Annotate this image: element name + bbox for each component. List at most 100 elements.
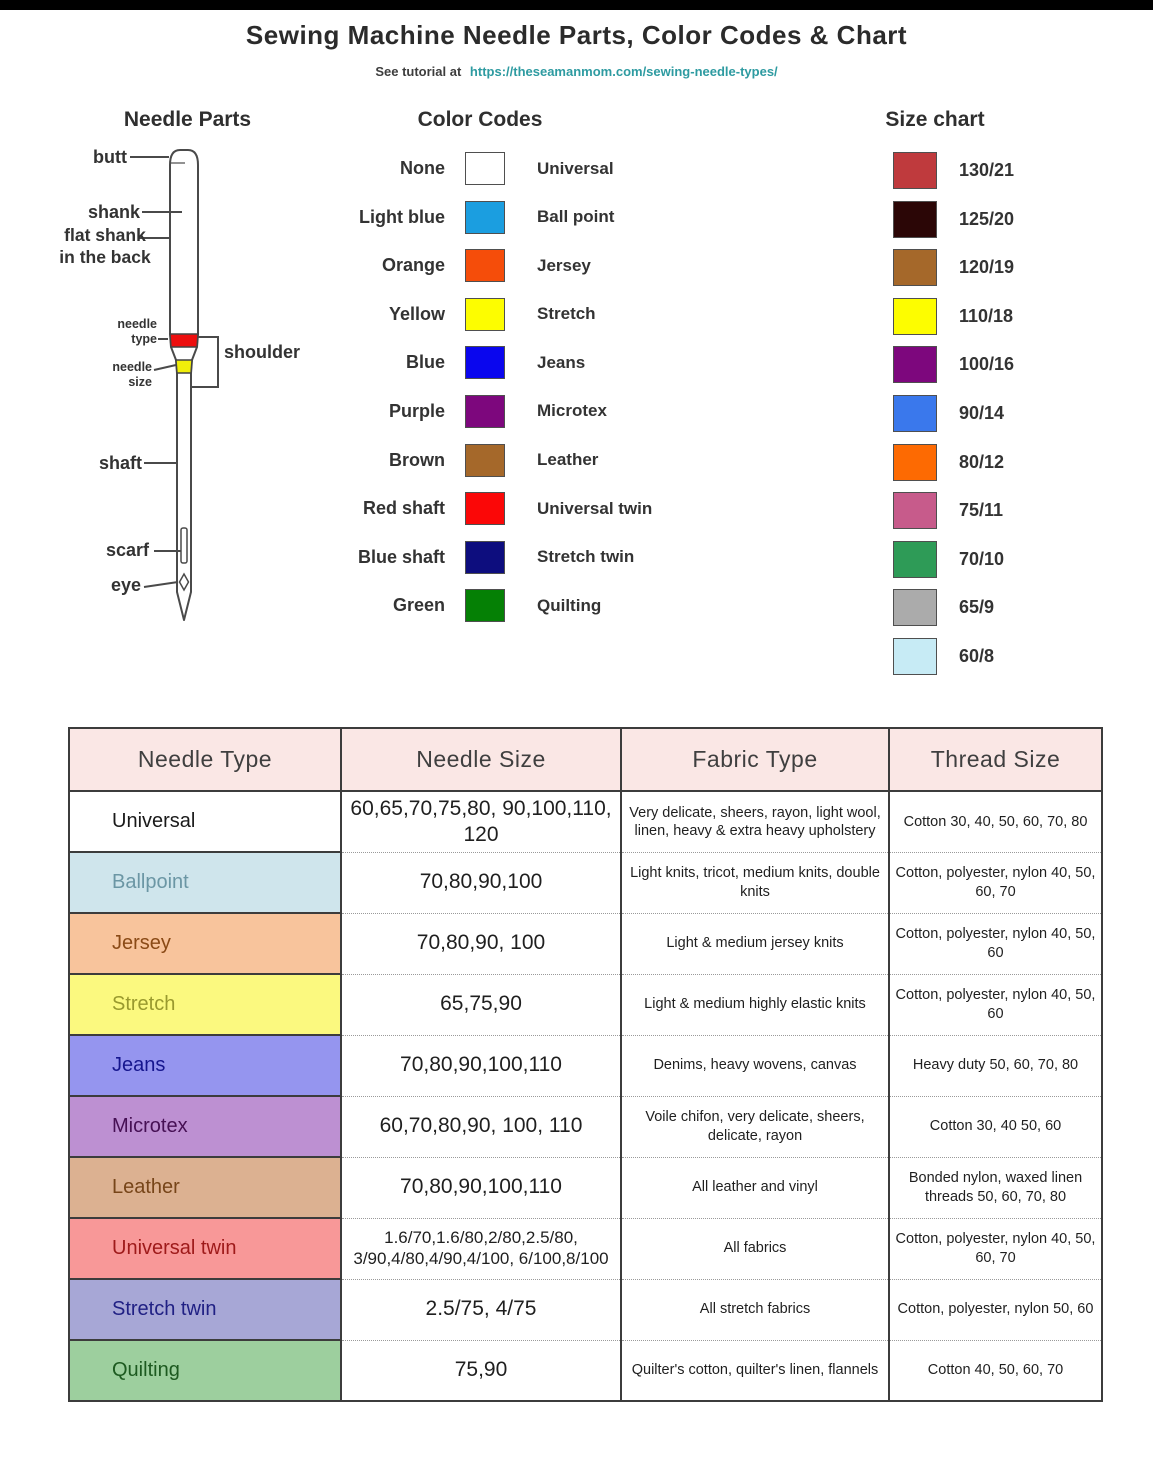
tutorial-note-prefix: See tutorial at (375, 64, 462, 79)
needle-outline (169, 149, 199, 621)
size-label: 120/19 (959, 257, 1015, 278)
needle-parts-diagram: butt shank flat shank in the back needle… (30, 130, 360, 675)
page-title: Sewing Machine Needle Parts, Color Codes… (245, 20, 908, 50)
color-swatch (465, 443, 505, 477)
cell-thread-size: Cotton, polyester, nylon 40, 50, 60, 70 (888, 1217, 1103, 1279)
cell-thread-size: Cotton, polyester, nylon 40, 50, 60, 70 (888, 851, 1103, 913)
needle-label-needle-size: needle size (112, 360, 152, 389)
cell-needle-size: 75,90 (340, 1339, 622, 1401)
size-swatch (893, 443, 937, 481)
cell-fabric-type: Light knits, tricot, medium knits, doubl… (620, 851, 890, 913)
color-name-label: Orange (381, 255, 445, 276)
needle-type-name: Jersey (537, 255, 591, 275)
table-body: Universal 60,65,70,75,80, 90,100,110, 12… (68, 790, 1103, 1401)
cell-fabric-type: Light & medium highly elastic knits (620, 973, 890, 1035)
cell-needle-type: Jeans (68, 1034, 342, 1096)
color-code-row: Light blue Ball point (333, 200, 763, 234)
table-row: Universal twin 1.6/70,1.6/80,2/80,2.5/80… (68, 1217, 1103, 1279)
needle-type-name: Jeans (537, 352, 586, 372)
size-chart-row: 125/20 (893, 200, 1123, 238)
size-chart-row: 130/21 (893, 152, 1123, 189)
needle-label-scarf: scarf (105, 540, 149, 560)
size-label: 60/8 (959, 645, 995, 666)
color-swatch (465, 200, 505, 234)
needle-label-butt: butt (93, 147, 127, 167)
needle-label-needle-type: needle type (117, 317, 157, 346)
cell-thread-size: Cotton 30, 40 50, 60 (888, 1095, 1103, 1157)
scarf-slot (180, 527, 188, 564)
table-row: Universal 60,65,70,75,80, 90,100,110, 12… (68, 790, 1103, 852)
color-swatch (465, 492, 505, 526)
size-label: 90/14 (959, 402, 1005, 423)
size-swatch (893, 297, 937, 335)
size-label: 65/9 (959, 597, 995, 618)
color-codes-list: None Universal Light blue Ball point Ora… (333, 152, 763, 638)
needle-type-name: Universal twin (537, 498, 653, 518)
size-label: 100/16 (959, 354, 1015, 375)
color-codes-heading: Color Codes (417, 108, 543, 131)
needle-type-name: Stretch (537, 304, 596, 324)
size-chart-row: 80/12 (893, 443, 1123, 481)
needle-label-shank: shank (87, 202, 140, 222)
size-swatch (893, 249, 937, 287)
size-label: 80/12 (959, 451, 1005, 472)
color-code-row: Purple Microtex (333, 394, 763, 428)
size-chart-row: 75/11 (893, 492, 1123, 530)
cell-thread-size: Cotton 30, 40, 50, 60, 70, 80 (888, 790, 1103, 852)
cell-thread-size: Cotton, polyester, nylon 40, 50, 60 (888, 912, 1103, 974)
color-code-row: Green Quilting (333, 589, 763, 623)
letterbox-top-bar (0, 0, 1153, 10)
size-chart-heading: Size chart (885, 108, 985, 131)
cell-thread-size: Cotton, polyester, nylon 50, 60 (888, 1278, 1103, 1340)
color-code-row: Orange Jersey (333, 249, 763, 283)
cell-needle-type: Microtex (68, 1095, 342, 1157)
needle-label-shaft: shaft (98, 453, 142, 473)
needle-label-shoulder: shoulder (224, 342, 301, 362)
color-name-label: Purple (388, 400, 445, 421)
size-chart-row: 60/8 (893, 637, 1123, 675)
cell-needle-size: 70,80,90,100,110 (340, 1156, 622, 1218)
size-swatch (893, 589, 937, 627)
cell-thread-size: Bonded nylon, waxed linen threads 50, 60… (888, 1156, 1103, 1218)
cell-fabric-type: All stretch fabrics (620, 1278, 890, 1340)
cell-needle-size: 70,80,90, 100 (340, 912, 622, 974)
eye-hole (178, 572, 190, 592)
tutorial-link[interactable]: https://theseamanmom.com/sewing-needle-t… (469, 64, 778, 79)
cell-fabric-type: Voile chifon, very delicate, sheers, del… (620, 1095, 890, 1157)
color-name-label: Light blue (359, 206, 445, 227)
size-chart-row: 100/16 (893, 346, 1123, 384)
cell-thread-size: Cotton 40, 50, 60, 70 (888, 1339, 1103, 1401)
color-name-label: Red shaft (362, 498, 445, 519)
col-header-thread-size: Thread Size (888, 727, 1103, 792)
cell-thread-size: Cotton, polyester, nylon 40, 50, 60 (888, 973, 1103, 1035)
size-swatch (893, 492, 937, 530)
size-chart-row: 70/10 (893, 540, 1123, 578)
shoulder-bracket (192, 336, 219, 388)
color-code-row: Yellow Stretch (333, 297, 763, 331)
color-swatch (465, 589, 505, 623)
cell-needle-type: Leather (68, 1156, 342, 1218)
cell-needle-type: Universal twin (68, 1217, 342, 1279)
cell-needle-type: Stretch twin (68, 1278, 342, 1340)
color-swatch (465, 297, 505, 331)
table-row: Microtex 60,70,80,90, 100, 110 Voile chi… (68, 1095, 1103, 1157)
table-header-row: Needle Type Needle Size Fabric Type Thre… (68, 727, 1103, 792)
cell-thread-size: Heavy duty 50, 60, 70, 80 (888, 1034, 1103, 1096)
needle-label-flat-shank: flat shank in the back (59, 225, 151, 267)
color-name-label: Brown (389, 449, 445, 470)
cell-fabric-type: Denims, heavy wovens, canvas (620, 1034, 890, 1096)
size-label: 70/10 (959, 548, 1005, 569)
size-chart-row: 120/19 (893, 249, 1123, 287)
size-swatch (893, 152, 937, 189)
cell-needle-type: Jersey (68, 912, 342, 974)
size-swatch (893, 394, 937, 432)
needle-parts-heading: Needle Parts (123, 108, 252, 131)
size-swatch (893, 200, 937, 238)
color-code-row: Blue Jeans (333, 346, 763, 380)
cell-needle-size: 65,75,90 (340, 973, 622, 1035)
cell-needle-type: Universal (68, 790, 342, 852)
color-swatch (465, 249, 505, 283)
color-name-label: Green (392, 595, 445, 616)
col-header-needle-size: Needle Size (340, 727, 622, 792)
color-name-label: Blue shaft (357, 546, 445, 567)
